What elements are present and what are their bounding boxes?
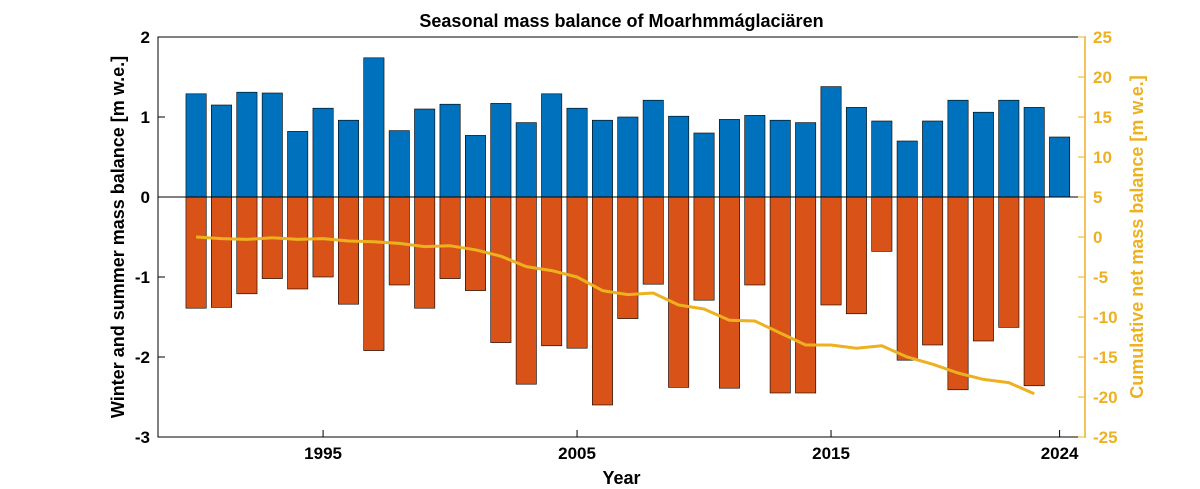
winter-bar-2005 <box>566 107 588 198</box>
summer-bar-2018 <box>896 196 918 361</box>
left-tick-label: -1 <box>135 268 150 287</box>
winter-bar-2017 <box>871 120 893 198</box>
winter-bar-1997 <box>363 57 385 198</box>
summer-bar-2021 <box>972 196 994 342</box>
winter-bar-2018 <box>896 140 918 198</box>
summer-bar-2013 <box>769 196 791 394</box>
summer-bar-2017 <box>871 196 893 252</box>
summer-bar-2019 <box>922 196 944 346</box>
winter-bar-2014 <box>795 122 817 198</box>
summer-bar-1991 <box>211 196 232 308</box>
summer-bar-1998 <box>388 196 410 286</box>
winter-bar-2010 <box>693 132 715 198</box>
summer-bar-2001 <box>465 196 486 291</box>
summer-bar-2016 <box>845 196 867 315</box>
winter-bar-2011 <box>718 119 740 198</box>
summer-bar-2020 <box>947 196 969 391</box>
winter-bars-group <box>185 57 1071 198</box>
winter-bar-2003 <box>515 122 537 198</box>
summer-bar-2014 <box>795 196 817 394</box>
summer-bars-group <box>185 196 1045 406</box>
winter-bar-2021 <box>972 111 994 198</box>
summer-bar-2005 <box>566 196 588 349</box>
right-tick-label: 20 <box>1093 68 1112 87</box>
summer-bar-1990 <box>185 196 207 309</box>
x-tick-label: 2015 <box>812 444 850 463</box>
summer-bar-1995 <box>312 196 334 278</box>
winter-bar-1992 <box>236 91 258 198</box>
summer-bar-2007 <box>617 196 639 319</box>
summer-bar-2002 <box>490 196 512 343</box>
y-axis-label: Winter and summer mass balance [m w.e.] <box>108 56 128 418</box>
summer-bar-2012 <box>744 196 766 286</box>
summer-bar-1996 <box>338 196 359 305</box>
summer-bar-2009 <box>668 196 690 388</box>
right-tick-label: -10 <box>1093 308 1118 327</box>
summer-bar-2015 <box>820 196 842 306</box>
winter-bar-2002 <box>490 103 512 198</box>
winter-bar-2009 <box>668 115 690 198</box>
winter-bar-2022 <box>998 99 1020 198</box>
winter-bar-1998 <box>388 130 410 198</box>
right-tick-label: -20 <box>1093 388 1118 407</box>
left-tick-label: -3 <box>135 428 150 447</box>
summer-bar-2003 <box>515 196 537 385</box>
summer-bar-1997 <box>363 196 385 351</box>
right-tick-label: 10 <box>1093 148 1112 167</box>
winter-bar-2020 <box>947 99 969 198</box>
left-tick-label: 0 <box>141 188 150 207</box>
winter-bar-2013 <box>769 119 791 198</box>
x-tick-label: 1995 <box>304 444 342 463</box>
y2-axis-label: Cumulative net mass balance [m w.e.] <box>1127 75 1147 398</box>
winter-bar-2000 <box>439 103 461 198</box>
winter-bar-2024 <box>1049 136 1071 198</box>
winter-bar-2008 <box>642 99 664 198</box>
x-tick-label: 2005 <box>558 444 596 463</box>
summer-bar-2008 <box>642 196 664 285</box>
x-tick-label: 2024 <box>1041 444 1079 463</box>
summer-bar-2000 <box>439 196 461 279</box>
right-axis-ticks: -25 -20 -15 -10 -5 0 5 10 15 20 25 <box>1078 28 1118 447</box>
right-tick-label: -15 <box>1093 348 1118 367</box>
summer-bar-2011 <box>718 196 740 389</box>
winter-bar-2016 <box>845 107 867 198</box>
summer-bar-2006 <box>591 196 613 406</box>
winter-bar-2001 <box>465 135 486 198</box>
right-tick-label: 5 <box>1093 188 1102 207</box>
winter-bar-2012 <box>744 115 766 198</box>
winter-bar-1990 <box>185 93 207 198</box>
winter-bar-1991 <box>211 104 232 198</box>
winter-bar-1994 <box>287 131 309 198</box>
summer-bar-1992 <box>236 196 258 295</box>
winter-bar-1993 <box>261 92 283 198</box>
right-tick-label: 15 <box>1093 108 1112 127</box>
winter-bar-2019 <box>922 120 944 198</box>
winter-bar-2006 <box>591 119 613 198</box>
x-axis-ticks: 1995 2005 2015 2024 <box>304 430 1079 463</box>
winter-bar-1999 <box>414 108 436 198</box>
left-tick-label: 1 <box>141 108 150 127</box>
right-tick-label: 0 <box>1093 228 1102 247</box>
right-tick-label: -5 <box>1093 268 1108 287</box>
left-axis-ticks: -3 -2 -1 0 1 2 <box>135 28 165 447</box>
right-tick-label: -25 <box>1093 428 1118 447</box>
left-tick-label: -2 <box>135 348 150 367</box>
right-tick-label: 25 <box>1093 28 1112 47</box>
summer-bar-2023 <box>1023 196 1045 387</box>
summer-bar-2022 <box>998 196 1020 328</box>
winter-bar-2007 <box>617 116 639 198</box>
winter-bar-1996 <box>338 119 359 198</box>
chart-title: Seasonal mass balance of Moarhmmáglaciär… <box>419 11 823 31</box>
winter-bar-2023 <box>1023 107 1045 198</box>
summer-bar-1994 <box>287 196 309 290</box>
winter-bar-2015 <box>820 86 842 198</box>
x-axis-label: Year <box>602 468 640 488</box>
winter-bar-2004 <box>541 93 563 198</box>
summer-bar-2010 <box>693 196 715 301</box>
winter-bar-1995 <box>312 107 334 198</box>
left-tick-label: 2 <box>141 28 150 47</box>
cumulative-line <box>196 235 1035 396</box>
summer-bar-1999 <box>414 196 436 309</box>
